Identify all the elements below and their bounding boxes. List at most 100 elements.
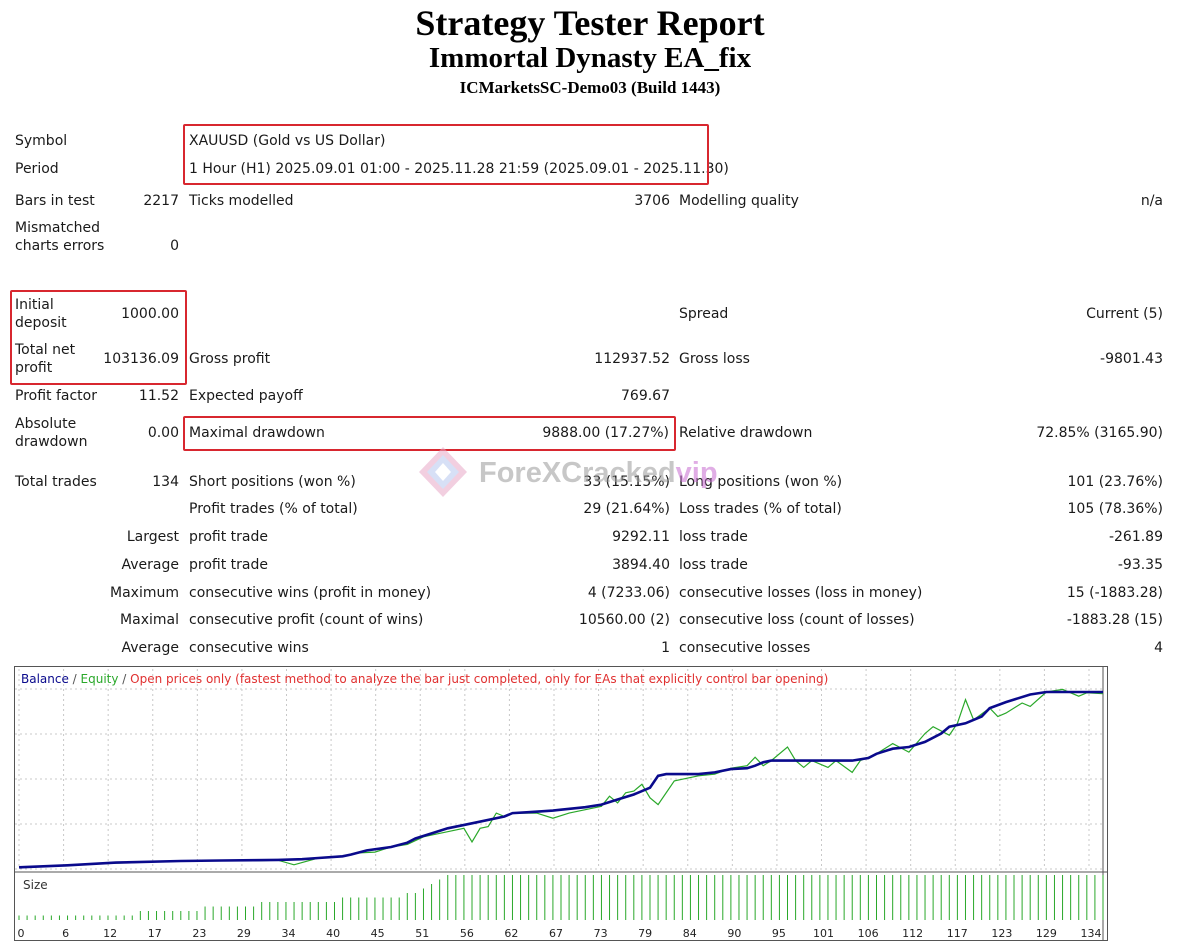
avg-cons-losses-value: 4: [1154, 640, 1163, 656]
legend-sep-2: /: [118, 672, 130, 686]
largest-loss-label: loss trade: [679, 529, 748, 545]
x-tick-label: 95: [772, 927, 786, 940]
x-tick-label: 34: [282, 927, 296, 940]
long-positions-value: 101 (23.76%): [1067, 474, 1163, 490]
symbol-label: Symbol: [15, 133, 68, 149]
gross-profit-label: Gross profit: [189, 351, 271, 367]
average-loss-label: loss trade: [679, 557, 748, 573]
net-profit-label: Total net profit: [15, 342, 76, 376]
avg-cons-wins-label: consecutive wins: [189, 640, 309, 656]
quality-value: n/a: [1140, 193, 1163, 209]
x-tick-label: 90: [727, 927, 741, 940]
maximal-cons-profit-value: 10560.00 (2): [578, 612, 670, 628]
max-cons-wins-value: 4 (7233.06): [587, 585, 670, 601]
size-label: Size: [23, 878, 48, 892]
x-tick-label: 56: [460, 927, 474, 940]
deposit-value: 1000.00: [121, 306, 179, 322]
spread-value: Current (5): [1086, 306, 1163, 322]
average-profit-value: 3894.40: [612, 557, 670, 573]
equity-line: [18, 688, 1104, 868]
legend-equity: Equity: [81, 672, 119, 686]
x-tick-label: 12: [103, 927, 117, 940]
x-tick-label: 101: [813, 927, 834, 940]
x-tick-label: 106: [858, 927, 879, 940]
chart-legend: Balance / Equity / Open prices only (fas…: [21, 672, 828, 686]
mismatch-value: 0: [170, 238, 179, 254]
maximal-drawdown-value: 9888.00 (17.27%): [542, 425, 669, 441]
long-positions-label: Long positions (won %): [679, 474, 843, 490]
absolute-drawdown-value: 0.00: [147, 425, 179, 441]
loss-trades-value: 105 (78.36%): [1067, 501, 1163, 517]
max-cons-losses-label: consecutive losses (loss in money): [679, 585, 923, 601]
maximal-label: Maximal: [120, 612, 179, 628]
avg-cons-losses-label: consecutive losses: [679, 640, 811, 656]
ea-name: Immortal Dynasty EA_fix: [428, 42, 752, 74]
short-positions-label: Short positions (won %): [189, 474, 356, 490]
largest-label: Largest: [126, 529, 179, 545]
highlight-symbol-period: [183, 124, 709, 185]
period-label: Period: [15, 161, 59, 177]
avg-cons-wins-value: 1: [661, 640, 670, 656]
ticks-label: Ticks modelled: [189, 193, 294, 209]
total-trades-value: 134: [152, 474, 179, 490]
loss-trades-label: Loss trades (% of total): [679, 501, 842, 517]
x-tick-label: 79: [638, 927, 652, 940]
ticks-value: 3706: [634, 193, 670, 209]
x-tick-label: 117: [947, 927, 968, 940]
average-label: Average: [121, 557, 180, 573]
deposit-label: Initial deposit: [15, 297, 67, 331]
size-bars: [18, 875, 1104, 920]
x-tick-label: 84: [683, 927, 697, 940]
max-cons-losses-value: 15 (-1883.28): [1066, 585, 1163, 601]
balance-chart: 1062547969153127265640 06121723293440455…: [14, 666, 1151, 941]
mismatch-label: Mismatched charts errors: [15, 220, 105, 254]
highlight-max-drawdown: [183, 416, 676, 451]
bars-label: Bars in test: [15, 193, 95, 209]
x-tick-label: 0: [18, 927, 25, 940]
x-tick-label: 123: [991, 927, 1012, 940]
gross-profit-value: 112937.52: [594, 351, 670, 367]
server-build: ICMarketsSC-Demo03 (Build 1443): [459, 78, 721, 97]
highlight-deposit-net: [10, 290, 187, 385]
legend-sep-1: /: [69, 672, 81, 686]
x-tick-label: 45: [371, 927, 385, 940]
maximal-drawdown-label: Maximal drawdown: [189, 425, 325, 441]
profit-factor-value: 11.52: [138, 388, 179, 404]
average2-label: Average: [121, 640, 180, 656]
period-value: 1 Hour (H1) 2025.09.01 01:00 - 2025.11.2…: [189, 161, 729, 177]
max-cons-wins-label: consecutive wins (profit in money): [189, 585, 432, 601]
x-tick-label: 40: [326, 927, 340, 940]
spread-label: Spread: [679, 306, 729, 322]
bars-value: 2217: [143, 193, 179, 209]
x-tick-label: 6: [62, 927, 69, 940]
maximal-cons-loss-label: consecutive loss (count of losses): [679, 612, 915, 628]
x-tick-label: 112: [902, 927, 923, 940]
total-trades-label: Total trades: [15, 474, 97, 490]
balance-line: [18, 690, 1103, 869]
x-tick-label: 62: [504, 927, 518, 940]
maximal-cons-profit-label: consecutive profit (count of wins): [189, 612, 424, 628]
x-tick-label: 23: [192, 927, 206, 940]
relative-drawdown-value: 72.85% (3165.90): [1036, 425, 1163, 441]
gross-loss-label: Gross loss: [679, 351, 750, 367]
legend-note: Open prices only (fastest method to anal…: [130, 672, 828, 686]
grid-layer: [15, 669, 1103, 870]
relative-drawdown-label: Relative drawdown: [679, 425, 813, 441]
maximal-cons-loss-value: -1883.28 (15): [1066, 612, 1163, 628]
x-tick-label: 51: [415, 927, 429, 940]
legend-balance: Balance: [21, 672, 69, 686]
largest-loss-value: -261.89: [1108, 529, 1163, 545]
short-positions-value: 33 (15.15%): [583, 474, 670, 490]
x-tick-label: 17: [148, 927, 162, 940]
quality-label: Modelling quality: [679, 193, 799, 209]
maximum-label: Maximum: [110, 585, 179, 601]
x-tick-label: 29: [237, 927, 251, 940]
net-profit-value: 103136.09: [103, 351, 179, 367]
x-axis-labels: 0 6 12 17 23 29 34 40 45 51 56 62 67 73 79 84 90 95 101 106…: [18, 927, 1102, 940]
absolute-drawdown-label: Absolute drawdown: [15, 416, 88, 450]
x-tick-label: 67: [549, 927, 563, 940]
profit-trades-value: 29 (21.64%): [583, 501, 670, 517]
profit-factor-label: Profit factor: [15, 388, 97, 404]
report-title: Strategy Tester Report: [415, 3, 765, 43]
balance-chart-svg: 1062547969153127265640 06121723293440455…: [15, 667, 1151, 940]
